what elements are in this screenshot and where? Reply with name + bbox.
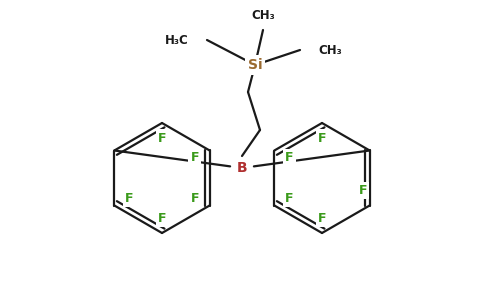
- Text: CH₃: CH₃: [251, 9, 275, 22]
- Text: F: F: [125, 192, 134, 205]
- Text: CH₃: CH₃: [318, 44, 342, 56]
- Text: F: F: [318, 212, 326, 224]
- Text: F: F: [158, 212, 166, 224]
- Text: B: B: [237, 161, 247, 175]
- Text: F: F: [190, 192, 199, 205]
- Text: F: F: [285, 192, 294, 205]
- Text: F: F: [318, 131, 326, 145]
- Text: F: F: [285, 151, 294, 164]
- Text: F: F: [158, 131, 166, 145]
- Text: Si: Si: [248, 58, 262, 72]
- Text: F: F: [358, 184, 367, 197]
- Text: F: F: [190, 151, 199, 164]
- Text: H₃C: H₃C: [165, 34, 189, 46]
